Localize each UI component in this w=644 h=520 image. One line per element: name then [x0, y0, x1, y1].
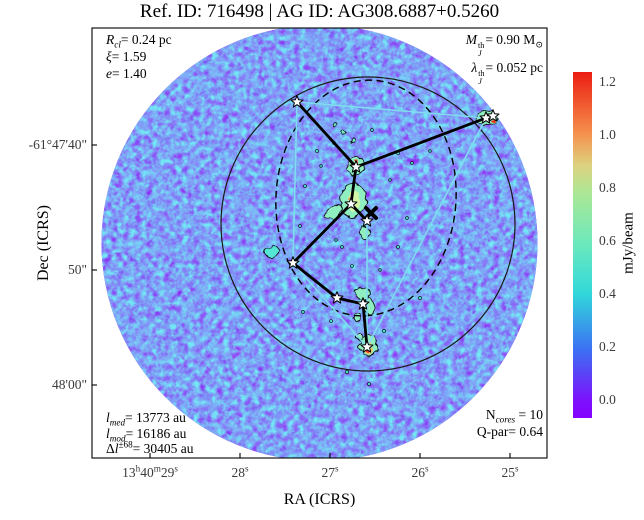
colorbar-label: mJy/beam: [620, 212, 637, 274]
mst-edge: [292, 203, 352, 264]
colorbar-tick-label: 0.8: [599, 180, 616, 195]
sky-image: [101, 28, 538, 458]
contour-speckles: [298, 128, 432, 386]
colorbar-tick-label: 1.2: [599, 74, 616, 89]
colorbar-tick-label: 0.2: [599, 339, 616, 354]
annotation-line: λ th J = 0.052 pc: [471, 60, 543, 87]
y-tick-label: 48'00": [52, 377, 87, 392]
annotation-line: ξ= 1.59: [106, 49, 147, 64]
colorbar-tick-label: 0.6: [599, 233, 616, 248]
annotation-line: Q-par= 0.64: [476, 424, 543, 439]
dispersion-ellipse: [275, 79, 457, 317]
x-tick-label: 13h40m29s: [122, 463, 178, 480]
annotation-line: lmed= 13773 au: [106, 410, 186, 428]
annotation-line: Δl±68= 30405 au: [106, 439, 194, 456]
mst-edge: [292, 261, 338, 300]
y-tick-label: -61°47'40": [28, 137, 87, 152]
x-tick-label: 25s: [501, 463, 519, 480]
plot-title: Ref. ID: 716498 | AG ID: AG308.6887+0.52…: [139, 1, 500, 22]
plot-area: [92, 28, 538, 458]
x-tick-label: 26s: [411, 463, 429, 480]
x-axis-label: RA (ICRS): [283, 491, 356, 508]
y-tick-label: 50": [67, 262, 87, 277]
hull-edge: [296, 101, 487, 119]
colorbar-tick-label: 0.4: [599, 286, 616, 301]
hull-edge: [366, 117, 487, 348]
core-marker: [349, 160, 363, 173]
annotation-top-left: Rcl= 0.24 pc ξ= 1.59 e= 1.40: [106, 31, 172, 82]
core-marker: [330, 291, 344, 304]
mst-edge: [355, 116, 487, 169]
core-marker: [360, 214, 374, 227]
colorbar: [573, 72, 592, 418]
core-marker: [360, 340, 374, 353]
core-marker: [486, 109, 500, 122]
hull-edge: [292, 262, 368, 348]
core-marker: [290, 95, 304, 108]
x-tick-label: 27s: [321, 463, 339, 480]
annotation-line: Ncores = 10: [485, 407, 543, 425]
annotation-line: lmod= 16186 au: [106, 425, 187, 444]
overlay-layer: [92, 76, 516, 458]
colorbar-tick-label: 1.0: [599, 127, 616, 142]
core-marker: [286, 256, 300, 269]
annotation-line: e= 1.40: [106, 66, 147, 81]
annotation-line: Rcl= 0.24 pc: [106, 32, 172, 50]
annotation-bottom-right: Ncores = 10 Q-par= 0.64: [477, 406, 543, 440]
hull-edge: [292, 101, 298, 264]
axes-frame: [91, 27, 548, 459]
sky-noise-cyan: [101, 28, 538, 458]
mst-edge: [349, 166, 358, 205]
core-marker: [344, 197, 358, 210]
mst-edge: [295, 101, 358, 168]
colorbar-tick-label: 0.0: [599, 392, 616, 407]
x-tick-label: 28s: [231, 463, 249, 480]
core-marker: [356, 297, 370, 310]
annotation-bottom-left: lmed= 13773 au lmod= 16186 au Δl±68= 304…: [106, 410, 194, 457]
cluster-circle: [220, 76, 516, 372]
mst-edge: [361, 303, 369, 348]
